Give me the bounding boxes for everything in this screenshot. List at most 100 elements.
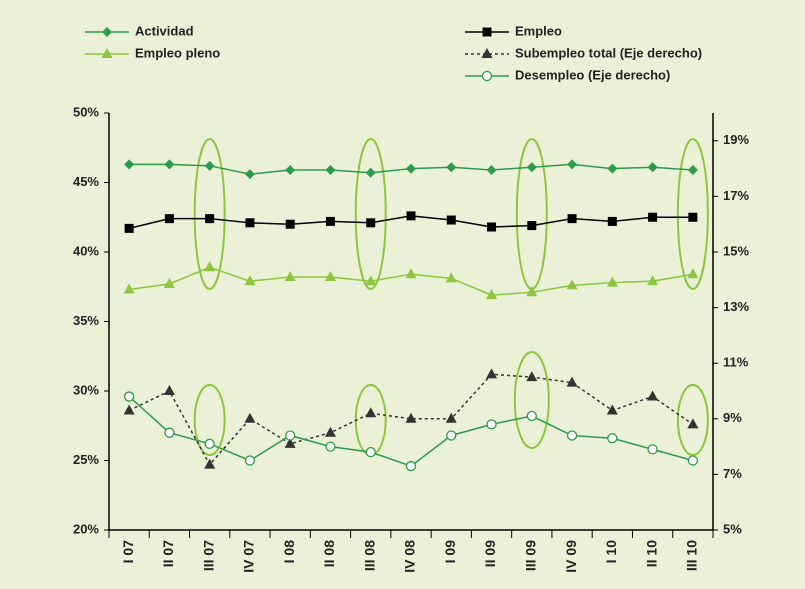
point [607, 216, 617, 226]
x-tick-label: III 09 [523, 540, 539, 571]
point [486, 368, 498, 379]
y-tick-label: 50% [73, 104, 99, 119]
legend-label: Desempleo (Eje derecho) [515, 67, 670, 82]
point [204, 160, 215, 171]
point [285, 219, 295, 229]
x-tick-label: I 07 [120, 540, 136, 564]
point [204, 261, 216, 272]
point [204, 458, 216, 469]
point [486, 289, 498, 300]
point [324, 271, 336, 282]
point [284, 271, 296, 282]
point [284, 437, 296, 448]
point [526, 410, 537, 422]
x-tick-label: I 09 [442, 540, 458, 564]
point [124, 159, 135, 170]
highlight [193, 384, 226, 456]
point [123, 283, 135, 294]
x-tick-label: II 10 [643, 540, 659, 567]
y2-tick-label: 19% [723, 132, 749, 147]
x-tick-label: III 07 [200, 540, 216, 571]
point [567, 214, 577, 224]
point [647, 444, 658, 455]
point [687, 164, 698, 175]
point [526, 371, 538, 382]
y-tick-label: 35% [73, 313, 99, 328]
x-tick-label: II 09 [482, 540, 498, 567]
point [446, 215, 456, 225]
point [606, 404, 618, 415]
point [325, 164, 336, 175]
point [487, 222, 497, 232]
highlight [515, 138, 548, 290]
highlight [676, 138, 709, 290]
x-tick-label: II 07 [160, 540, 176, 567]
point [366, 218, 376, 228]
point [687, 418, 699, 429]
point [647, 390, 659, 401]
y2-tick-label: 9% [723, 410, 742, 425]
legend-label: Empleo [515, 23, 562, 38]
highlight [513, 351, 550, 449]
point [446, 430, 457, 441]
point [285, 164, 296, 175]
point [245, 218, 255, 228]
point [445, 412, 457, 423]
x-tick-label: II 08 [321, 540, 337, 567]
point [687, 455, 699, 466]
point [204, 438, 215, 449]
point [244, 275, 256, 286]
point [527, 221, 537, 231]
point [164, 214, 174, 224]
y2-tick-label: 5% [723, 521, 742, 536]
point [566, 279, 578, 290]
y-tick-label: 25% [73, 452, 99, 467]
point [567, 159, 578, 170]
point [244, 169, 255, 180]
point [244, 412, 256, 423]
y-tick-label: 40% [73, 243, 99, 258]
point [607, 433, 618, 444]
legend-marker [482, 27, 492, 37]
highlight [354, 384, 387, 456]
point [205, 214, 215, 224]
point [647, 162, 658, 173]
point [607, 163, 618, 174]
x-tick-label: III 10 [684, 540, 700, 571]
y-tick-label: 45% [73, 174, 99, 189]
point [687, 268, 699, 279]
legend-marker [481, 48, 493, 58]
legend-marker [102, 27, 112, 37]
x-tick-label: IV 09 [563, 540, 579, 573]
legend-marker [101, 48, 113, 58]
point [526, 162, 537, 173]
point [648, 212, 658, 222]
point [123, 391, 135, 402]
point [446, 162, 457, 173]
point [163, 277, 175, 288]
point [124, 223, 134, 233]
x-tick-label: IV 07 [241, 540, 257, 573]
point [123, 404, 135, 415]
x-tick-label: IV 08 [402, 540, 418, 573]
point [163, 385, 175, 395]
point [164, 159, 175, 170]
point [164, 427, 175, 438]
point [325, 216, 335, 226]
legend-label: Actividad [135, 23, 194, 38]
point [324, 426, 336, 437]
point [566, 376, 578, 387]
highlight [193, 138, 226, 290]
legend-marker [481, 70, 493, 82]
point [445, 272, 457, 283]
point [566, 430, 578, 441]
y2-tick-label: 13% [723, 299, 749, 314]
point [406, 211, 416, 221]
point [486, 419, 497, 430]
y2-tick-label: 7% [723, 466, 742, 481]
point [365, 407, 377, 418]
x-tick-label: I 08 [281, 540, 297, 564]
x-tick-label: III 08 [361, 540, 377, 571]
y2-tick-label: 17% [723, 188, 749, 203]
